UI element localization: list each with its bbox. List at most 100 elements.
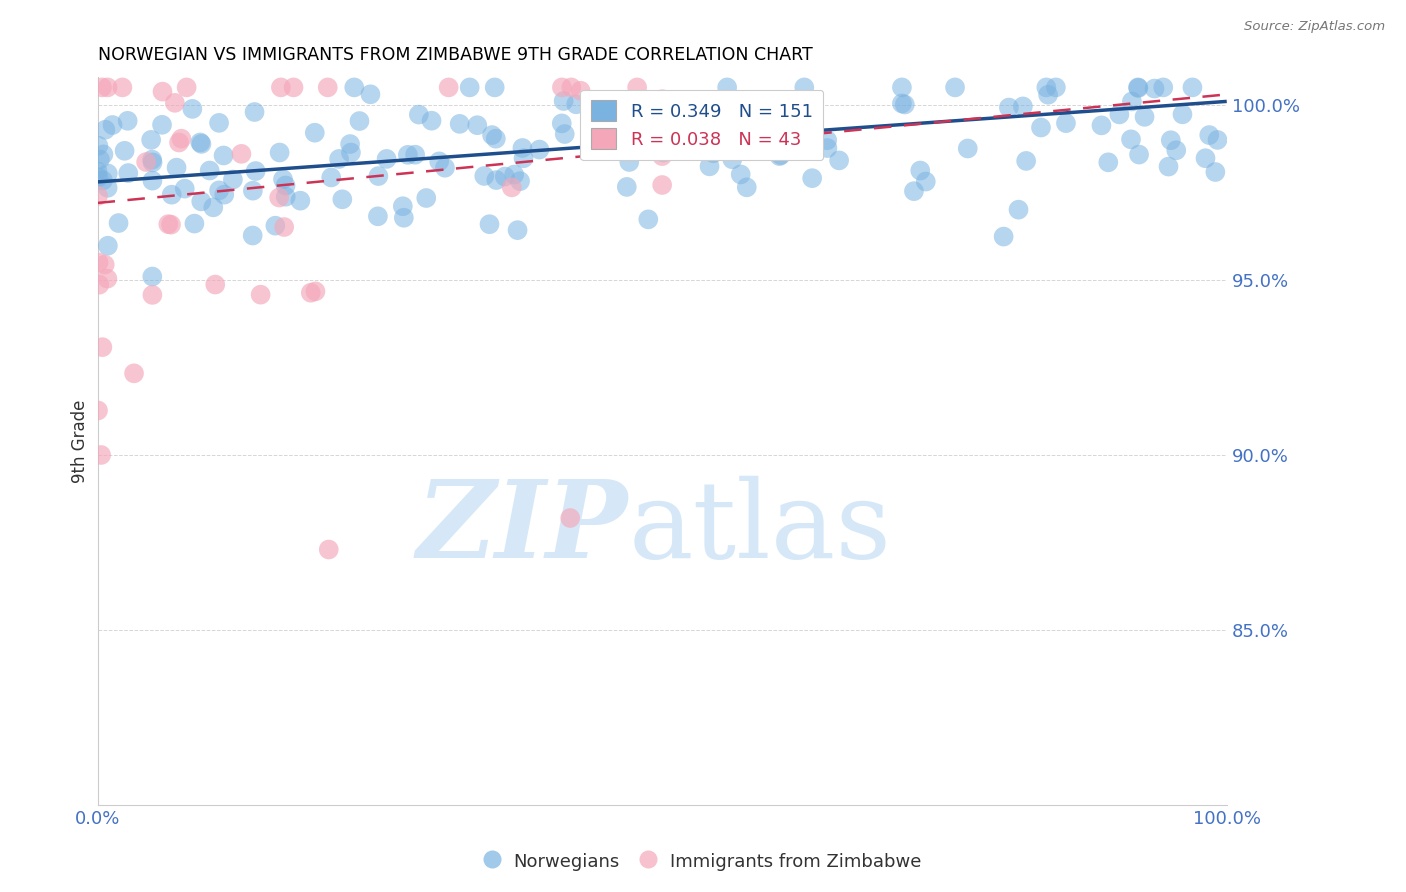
Point [420,113,443,128]
Point [730,168,752,182]
Point [190,194,212,209]
Point [1166,143,1188,157]
Point [633,135,655,149]
Point [1194,151,1216,165]
Point [231,146,253,161]
Point [97,166,120,180]
Point [903,184,925,198]
Point [1012,99,1035,113]
Point [176,80,198,95]
Point [998,101,1021,115]
Point [551,80,574,95]
Point [321,170,343,185]
Point [512,151,534,165]
Point [270,80,292,95]
Point [716,80,738,95]
Point [122,367,145,381]
Point [101,118,124,132]
Point [645,130,668,145]
Point [551,116,574,130]
Point [1119,132,1142,146]
Point [427,154,450,169]
Point [141,269,163,284]
Point [481,128,503,142]
Point [569,84,592,98]
Point [484,80,506,95]
Point [87,189,110,203]
Point [606,125,628,139]
Point [142,155,165,169]
Point [367,209,389,223]
Point [222,172,245,186]
Point [793,80,815,95]
Point [367,169,389,183]
Point [731,137,754,152]
Point [1121,95,1143,109]
Point [1035,80,1057,95]
Point [565,97,588,112]
Point [1181,80,1204,95]
Point [107,216,129,230]
Point [89,277,111,292]
Point [141,153,163,167]
Point [437,80,460,95]
Point [404,147,426,161]
Point [1160,133,1182,147]
Point [1029,120,1052,135]
Point [94,122,117,136]
Point [478,217,501,231]
Point [626,80,648,95]
Point [212,148,235,162]
Point [117,113,139,128]
Text: ZIP: ZIP [418,475,628,582]
Point [157,217,180,231]
Point [150,118,173,132]
Point [330,192,353,206]
Point [190,136,212,151]
Point [651,92,673,106]
Point [91,80,114,95]
Point [242,228,264,243]
Point [699,160,721,174]
Point [160,187,183,202]
Point [415,191,437,205]
Point [554,127,576,141]
Point [283,80,305,95]
Point [914,175,936,189]
Text: Source: ZipAtlas.com: Source: ZipAtlas.com [1244,20,1385,33]
Point [304,285,326,299]
Point [1036,87,1059,102]
Point [894,97,917,112]
Point [208,116,231,130]
Point [114,144,136,158]
Point [343,80,366,95]
Point [181,102,204,116]
Point [1128,147,1150,161]
Point [264,219,287,233]
Point [485,131,508,145]
Point [93,258,115,272]
Point [637,212,659,227]
Point [183,217,205,231]
Point [1171,107,1194,121]
Point [90,448,112,462]
Point [173,181,195,195]
Point [828,153,851,168]
Point [214,187,236,202]
Point [605,122,627,136]
Point [472,169,495,183]
Point [198,163,221,178]
Point [560,80,582,95]
Point [1108,107,1130,121]
Point [449,117,471,131]
Text: atlas: atlas [628,475,891,581]
Point [339,137,361,152]
Point [512,141,534,155]
Point [651,178,673,192]
Point [242,184,264,198]
Point [117,166,139,180]
Point [245,164,267,178]
Point [1054,116,1077,130]
Point [769,148,792,162]
Point [433,161,456,175]
